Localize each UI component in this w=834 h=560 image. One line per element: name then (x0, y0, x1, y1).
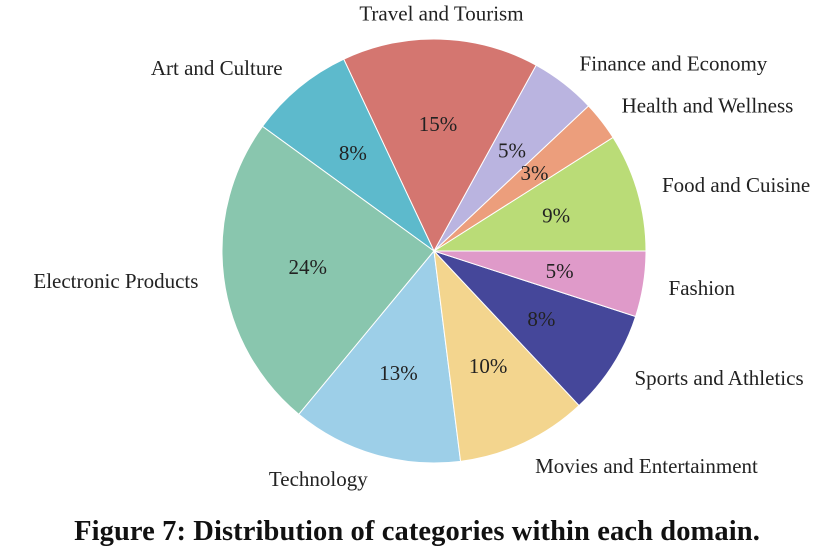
pie-percent-label-technology: 13% (379, 361, 418, 385)
pie-slice-art-and-culture (261, 58, 435, 252)
pie-category-label-electronic-products: Electronic Products (33, 269, 198, 293)
pie-percent-label-food-and-cuisine: 9% (542, 204, 570, 228)
pie-slices (221, 38, 647, 464)
pie-slice-movies-and-entertainment (433, 249, 580, 462)
pie-category-label-food-and-cuisine: Food and Cuisine (662, 173, 810, 197)
pie-percent-label-fashion: 5% (546, 259, 574, 283)
pie-slice-fashion (433, 250, 647, 318)
pie-category-label-health-and-wellness: Health and Wellness (622, 93, 794, 117)
pie-category-label-finance-and-economy: Finance and Economy (580, 51, 768, 75)
figure-caption: Figure 7: Distribution of categories wit… (74, 516, 760, 547)
pie-category-label-travel-and-tourism: Travel and Tourism (359, 2, 523, 26)
pie-slice-technology (298, 249, 462, 464)
pie-category-label-fashion: Fashion (669, 276, 736, 300)
pie-percent-label-sports-and-athletics: 8% (527, 307, 555, 331)
pie-slice-electronic-products (221, 125, 435, 416)
pie-category-label-movies-and-entertainment: Movies and Entertainment (535, 454, 758, 478)
pie-percent-label-electronic-products: 24% (289, 255, 328, 279)
pie-slice-travel-and-tourism (343, 38, 537, 253)
pie-slice-food-and-cuisine (432, 136, 647, 252)
pie-category-label-technology: Technology (269, 467, 368, 491)
pie-percent-label-movies-and-entertainment: 10% (469, 354, 508, 378)
pie-percent-labels: 9%3%5%15%8%24%13% 10%8%5% (289, 112, 574, 385)
pie-percent-label-finance-and-economy: 5% (498, 138, 526, 162)
pie-category-label-art-and-culture: Art and Culture (151, 56, 283, 80)
pie-percent-label-travel-and-tourism: 15% (419, 112, 458, 136)
pie-chart: 9% 3% 5% 15% 8% 24% 13% 10% 8% 5% Food and Cuisin… (33, 2, 810, 491)
pie-percent-label-art-and-culture: 8% (339, 141, 367, 165)
pie-percent-label-health-and-wellness: 3% (521, 161, 549, 185)
pie-chart-svg: 9%3%5%15%8%24%13% 10%8%5% Food and Cuisin… (33, 2, 810, 491)
pie-category-label-sports-and-athletics: Sports and Athletics (634, 366, 803, 390)
pie-category-labels: Food and Cuisine Health and Wellness Finan… (33, 2, 810, 491)
pie-slice-sports-and-athletics (433, 250, 637, 407)
